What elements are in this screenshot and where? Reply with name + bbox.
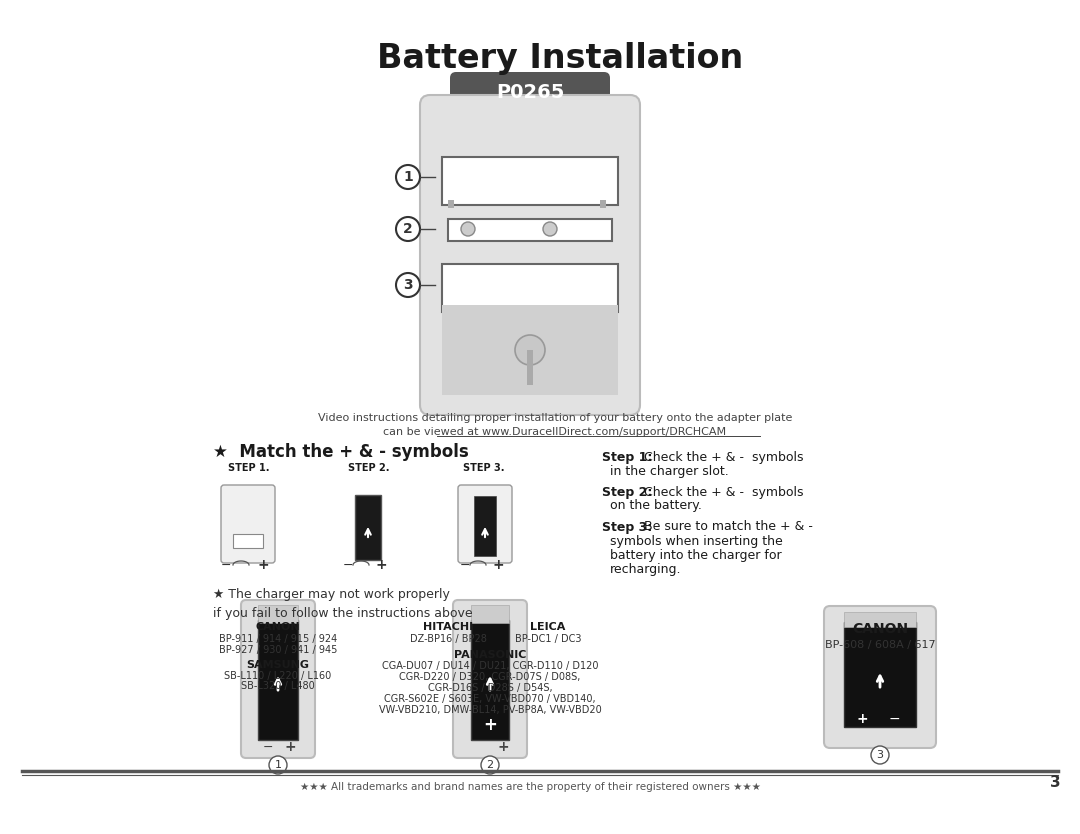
Text: 1: 1 (274, 760, 282, 770)
Bar (471, 620, 509, 740)
Text: ★  Match the + & - symbols: ★ Match the + & - symbols (213, 443, 469, 461)
Text: 2: 2 (403, 222, 413, 236)
Text: 3: 3 (877, 750, 883, 760)
Bar (448, 219, 612, 241)
Text: can be viewed at www.DuracellDirect.com/support/DRCHCAM: can be viewed at www.DuracellDirect.com/… (383, 427, 727, 437)
Text: +: + (497, 740, 509, 754)
Bar (600, 307, 606, 315)
Text: CGR-D16S / D28S / D54S,: CGR-D16S / D28S / D54S, (428, 683, 552, 693)
Text: CANON: CANON (256, 622, 300, 632)
Text: symbols when inserting the: symbols when inserting the (610, 535, 783, 547)
Text: Video instructions detailing proper installation of your battery onto the adapte: Video instructions detailing proper inst… (318, 413, 793, 423)
Text: Check the + & -  symbols: Check the + & - symbols (644, 485, 804, 499)
FancyBboxPatch shape (458, 485, 512, 563)
Bar (474, 496, 496, 556)
Circle shape (481, 756, 499, 774)
Text: +: + (284, 740, 296, 754)
Text: BP-911 / 914 / 915 / 924: BP-911 / 914 / 915 / 924 (219, 634, 337, 644)
Text: −: − (460, 559, 470, 571)
Text: ★ The charger may not work properly
if you fail to follow the instructions above: ★ The charger may not work properly if y… (213, 588, 473, 620)
Bar (600, 200, 606, 208)
Text: ★★★ All trademarks and brand names are the property of their registered owners ★: ★★★ All trademarks and brand names are t… (299, 782, 760, 792)
Bar (843, 612, 916, 627)
Text: 1: 1 (403, 170, 413, 184)
Text: STEP 3.: STEP 3. (463, 463, 504, 473)
FancyBboxPatch shape (420, 95, 640, 415)
Circle shape (515, 335, 545, 365)
Text: Be sure to match the + & -: Be sure to match the + & - (644, 520, 813, 534)
Text: Step 1:: Step 1: (602, 450, 652, 464)
Circle shape (396, 165, 420, 189)
Text: BP-DC1 / DC3: BP-DC1 / DC3 (515, 634, 581, 644)
Text: Battery Installation: Battery Installation (377, 42, 743, 74)
FancyBboxPatch shape (241, 600, 315, 758)
Bar (258, 605, 298, 623)
Bar (527, 350, 534, 385)
Text: PANASONIC: PANASONIC (454, 650, 526, 660)
Text: SB-L110 / L220 / L160: SB-L110 / L220 / L160 (225, 671, 332, 681)
Text: in the charger slot.: in the charger slot. (610, 465, 729, 478)
Text: Check the + & -  symbols: Check the + & - symbols (644, 450, 804, 464)
FancyBboxPatch shape (450, 72, 610, 112)
Bar (442, 305, 618, 395)
Text: P0265: P0265 (496, 83, 564, 102)
Text: CGA-DU07 / DU14 / DU21, CGR-D110 / D120: CGA-DU07 / DU14 / DU21, CGR-D110 / D120 (381, 661, 598, 671)
Text: −: − (888, 712, 900, 726)
Text: 2: 2 (486, 760, 494, 770)
Bar (471, 605, 509, 623)
Circle shape (396, 217, 420, 241)
Text: HITACHI: HITACHI (423, 622, 473, 632)
Text: −: − (262, 741, 273, 754)
Text: SAMSUNG: SAMSUNG (246, 660, 310, 670)
Text: STEP 2.: STEP 2. (348, 463, 390, 473)
Text: +: + (257, 558, 269, 572)
Text: on the battery.: on the battery. (610, 500, 702, 513)
Circle shape (870, 746, 889, 764)
Text: +: + (375, 558, 387, 572)
Text: +: + (492, 558, 503, 572)
Bar (843, 622, 916, 727)
Text: 3: 3 (403, 278, 413, 292)
Text: BP-927 / 930 / 941 / 945: BP-927 / 930 / 941 / 945 (219, 645, 337, 655)
Text: −: − (342, 559, 353, 571)
Text: LEICA: LEICA (530, 622, 566, 632)
FancyBboxPatch shape (453, 600, 527, 758)
Text: recharging.: recharging. (610, 562, 681, 575)
FancyBboxPatch shape (221, 485, 275, 563)
FancyBboxPatch shape (824, 606, 936, 748)
Text: BP-608 / 608A / 617: BP-608 / 608A / 617 (825, 640, 935, 650)
Bar (448, 307, 454, 315)
Text: SB-L320 / L480: SB-L320 / L480 (241, 681, 315, 691)
Bar (448, 200, 454, 208)
Text: STEP 1.: STEP 1. (228, 463, 270, 473)
Text: −: − (220, 559, 231, 571)
Text: battery into the charger for: battery into the charger for (610, 549, 782, 561)
Circle shape (461, 222, 475, 236)
Text: CGR-S602E / S603E, VW-VBD070 / VBD140,: CGR-S602E / S603E, VW-VBD070 / VBD140, (384, 694, 596, 704)
Bar (442, 157, 618, 205)
Text: Step 2:: Step 2: (602, 485, 652, 499)
Bar (442, 264, 618, 312)
Text: +: + (856, 712, 868, 726)
Text: 3: 3 (1050, 775, 1061, 790)
Text: CANON: CANON (852, 622, 908, 636)
Bar (355, 495, 381, 560)
Text: Step 3:: Step 3: (602, 520, 652, 534)
Bar (258, 620, 298, 740)
Text: +: + (483, 716, 497, 734)
Circle shape (543, 222, 557, 236)
Text: VW-VBD210, DMW-BL14, PV-BP8A, VW-VBD20: VW-VBD210, DMW-BL14, PV-BP8A, VW-VBD20 (379, 705, 602, 715)
Text: CGR-D220 / D320, CGR-D07S / D08S,: CGR-D220 / D320, CGR-D07S / D08S, (400, 672, 581, 682)
Bar (233, 534, 264, 548)
Text: DZ-BP16 / BP28: DZ-BP16 / BP28 (409, 634, 486, 644)
Circle shape (396, 273, 420, 297)
Circle shape (269, 756, 287, 774)
